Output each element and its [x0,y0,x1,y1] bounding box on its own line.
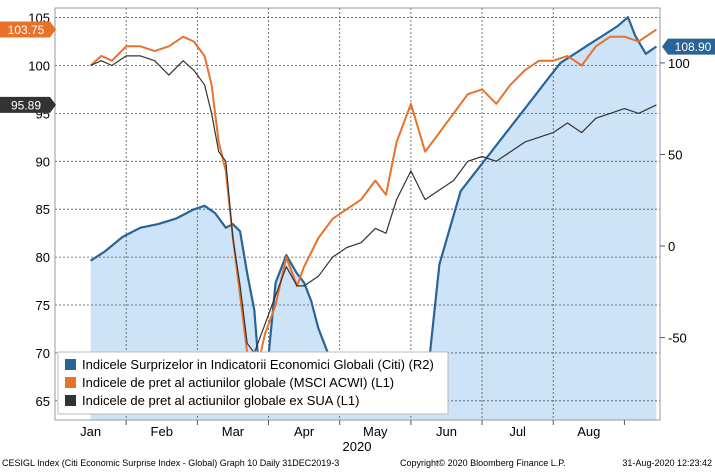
right-tick-label: -50 [668,331,687,346]
last-value-tag-box [0,21,56,38]
last-value-tag: 108.90 [662,38,715,55]
x-axis-label: 2020 [343,439,372,454]
left-tick-label: 90 [36,154,50,169]
right-tick-label: 50 [668,147,682,162]
x-tick-label: Apr [294,424,315,439]
x-tick-label: Aug [577,424,600,439]
x-tick-label: Jun [436,424,457,439]
right-axis-ticks: -50 0 50 100 [660,56,690,346]
left-tick-label: 65 [36,394,50,409]
series-line-exus [90,55,657,354]
legend-label-exus: Indicele de pret al actiunilor globale e… [82,393,360,408]
x-tick-label: May [363,424,388,439]
x-tick-label: Feb [151,424,173,439]
left-tick-label: 70 [36,346,50,361]
right-tick-label: 100 [668,56,690,71]
series-line-msci [89,28,657,383]
legend: Indicele Surprizelor in Indicatorii Econ… [57,351,449,415]
last-value-tag: 103.75 [0,21,56,38]
x-tick-label: Jan [80,424,101,439]
x-tick-label: Mar [222,424,245,439]
last-value-tags: 103.75 95.89 108.90 [0,21,715,113]
left-tick-label: 80 [36,250,50,265]
footer-copyright: Copyright© 2020 Bloomberg Finance L.P. [400,458,566,468]
x-tick-label: Jul [509,424,526,439]
legend-swatch-exus [65,395,76,406]
last-value-tag-text: 103.75 [8,23,45,37]
left-tick-label: 85 [36,202,50,217]
last-value-tag-text: 95.89 [11,98,41,112]
footer-source: CESIGL Index (Citi Economic Surprise Ind… [2,458,339,468]
last-value-tag-box [0,96,56,113]
plot-frame [54,7,661,421]
footer-timestamp: 31-Aug-2020 12:23:42 [622,458,712,468]
last-value-tag-box [662,38,715,55]
legend-label-msci: Indicele de pret al actiunilor globale (… [82,375,394,390]
last-value-tag: 95.89 [0,96,56,113]
series-area-fill [90,17,657,420]
x-axis-ticks: Jan Feb Mar Apr May Jun Jul Aug [80,420,625,439]
area-layer [90,17,657,420]
legend-label-surprise: Indicele Surprizelor in Indicatorii Econ… [82,357,434,372]
right-tick-label: 0 [668,239,675,254]
legend-box [57,351,449,415]
left-tick-label: 75 [36,298,50,313]
last-value-tag-text: 108.90 [675,40,712,54]
legend-swatch-msci [65,377,76,388]
left-tick-label: 100 [28,58,50,73]
legend-swatch-surprise [65,359,76,370]
